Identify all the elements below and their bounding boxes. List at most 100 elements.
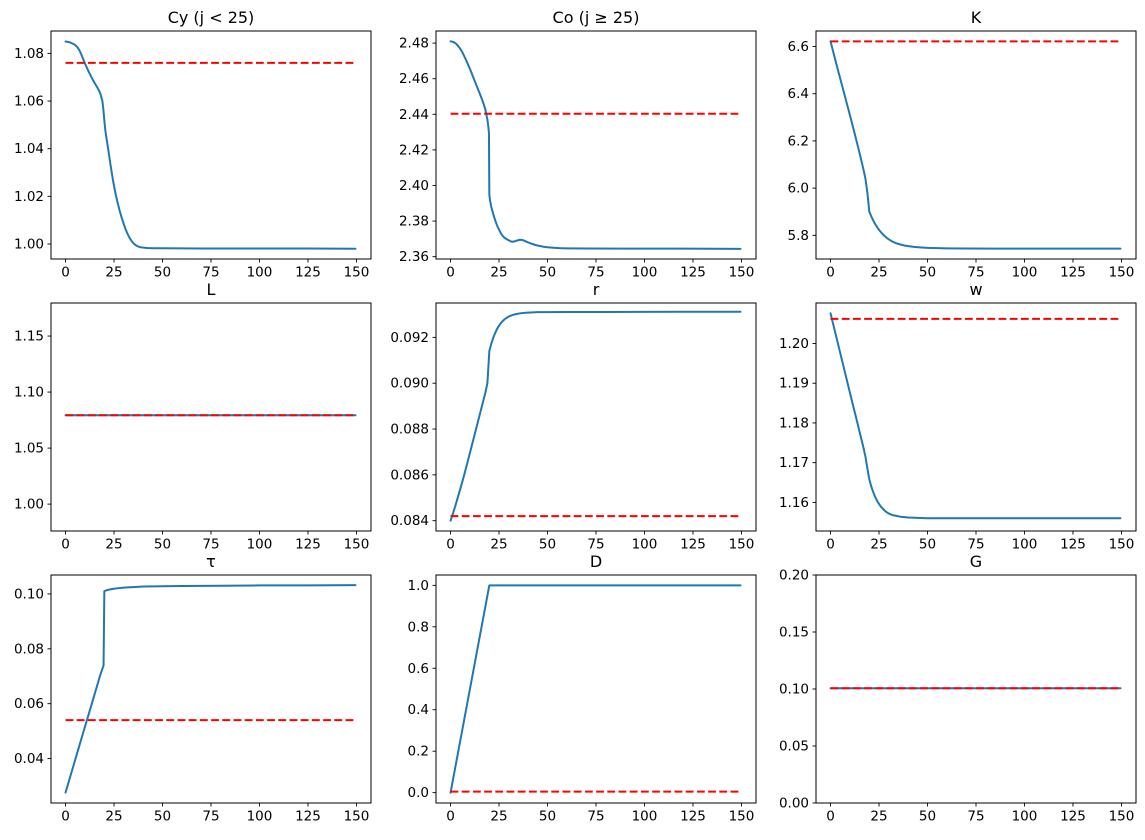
x-tick-label: 125 [295, 265, 321, 281]
y-tick-label: 0.04 [14, 751, 44, 767]
y-tick-label: 1.20 [779, 336, 809, 352]
x-tick-label: 75 [587, 537, 604, 553]
y-tick-label: 0.06 [14, 696, 44, 712]
x-tick-label: 25 [490, 265, 507, 281]
y-tick-label: 0.084 [390, 513, 429, 529]
subplot-title-l: L [207, 280, 216, 299]
y-tick-label: 1.05 [14, 441, 44, 457]
y-tick-label: 0.4 [408, 702, 429, 718]
y-tick-label: 1.17 [779, 455, 809, 471]
x-tick-label: 25 [870, 265, 887, 281]
x-tick-label: 100 [1012, 265, 1038, 281]
x-tick-label: 125 [295, 809, 321, 825]
y-tick-label: 0.08 [14, 641, 44, 657]
subplot-k: K 0 25 50 75 100 125 150 5.8 6.0 6.2 6.4 6.6 [788, 8, 1137, 281]
y-tick-label: 1.02 [14, 189, 44, 205]
subplot-title-co: Co (j ≥ 25) [553, 8, 640, 27]
subplot-title-d: D [590, 552, 602, 571]
y-tick-label: 1.0 [408, 578, 429, 594]
y-tick-label: 1.00 [14, 236, 44, 252]
x-tick-label: 100 [632, 809, 658, 825]
transition-path-line [64, 584, 357, 794]
x-tick-label: 150 [729, 265, 755, 281]
y-tick-label: 0.00 [779, 796, 809, 812]
y-tick-label: 0.2 [408, 744, 429, 760]
y-tick-label: 0.10 [14, 586, 44, 602]
x-tick-label: 0 [826, 809, 835, 825]
y-tick-label: 0.088 [390, 422, 429, 438]
x-tick-label: 0 [826, 537, 835, 553]
x-tick-label: 0 [446, 809, 455, 825]
y-tick-label: 1.06 [14, 94, 44, 110]
axes-spines [50, 30, 372, 260]
x-tick-label: 50 [539, 265, 556, 281]
y-tick-label: 6.2 [788, 133, 809, 149]
x-tick-label: 125 [1060, 265, 1086, 281]
transition-path-line [449, 584, 742, 794]
x-tick-label: 75 [587, 265, 604, 281]
subplot-title-g: G [970, 552, 982, 571]
x-tick-label: 125 [680, 265, 706, 281]
subplot-title-r: r [593, 280, 600, 299]
x-tick-label: 150 [344, 537, 370, 553]
x-tick-label: 100 [1012, 537, 1038, 553]
y-tick-label: 6.4 [788, 86, 809, 102]
y-tick-label: 2.36 [399, 249, 429, 265]
x-tick-label: 0 [826, 265, 835, 281]
x-tick-label: 50 [154, 537, 171, 553]
x-tick-label: 75 [202, 265, 219, 281]
subplot-tau: τ 0 25 50 75 100 125 150 0.04 0.06 0.08 0.10 [14, 552, 372, 825]
x-tick-label: 75 [967, 537, 984, 553]
y-tick-label: 2.42 [399, 142, 429, 158]
y-tick-label: 1.15 [14, 329, 44, 345]
y-tick-label: 1.08 [14, 46, 44, 62]
x-tick-label: 100 [247, 265, 273, 281]
x-tick-label: 50 [919, 265, 936, 281]
y-tick-label: 0.6 [408, 661, 429, 677]
x-tick-label: 75 [202, 809, 219, 825]
x-tick-label: 125 [680, 809, 706, 825]
y-tick-label: 6.0 [788, 181, 809, 197]
x-tick-label: 0 [61, 537, 70, 553]
subplot-cy: Cy (j < 25) 0 25 50 75 100 125 150 1.00 1.02 1.04 1… [14, 8, 372, 281]
x-tick-label: 50 [919, 809, 936, 825]
x-tick-label: 25 [870, 809, 887, 825]
subplot-g: G 0 25 50 75 100 125 150 0.00 0.05 0.10 0.15 0.20 [779, 552, 1137, 825]
y-tick-label: 0.8 [408, 619, 429, 635]
x-tick-label: 75 [587, 809, 604, 825]
y-tick-label: 1.00 [14, 497, 44, 513]
transition-path-line [449, 310, 742, 522]
y-tick-label: 0.0 [408, 785, 429, 801]
y-tick-label: 2.46 [399, 71, 429, 87]
x-tick-label: 25 [490, 809, 507, 825]
x-tick-label: 125 [1060, 537, 1086, 553]
x-tick-label: 150 [344, 809, 370, 825]
axes-spines [815, 574, 1137, 804]
y-tick-label: 0.15 [779, 625, 809, 641]
y-tick-label: 0.20 [779, 568, 809, 584]
axes-spines [435, 574, 757, 804]
x-tick-label: 50 [154, 265, 171, 281]
subplot-title-cy: Cy (j < 25) [168, 8, 255, 27]
transition-path-line [829, 40, 1122, 250]
x-tick-label: 25 [105, 537, 122, 553]
y-tick-label: 2.40 [399, 178, 429, 194]
subplot-r: r 0 25 50 75 100 125 150 0.084 0.086 0.088 0.090 0.0… [390, 280, 757, 553]
x-tick-label: 25 [870, 537, 887, 553]
x-tick-label: 150 [1109, 537, 1135, 553]
x-tick-label: 150 [729, 537, 755, 553]
x-tick-label: 100 [247, 537, 273, 553]
subplot-co: Co (j ≥ 25) 0 25 50 75 100 125 150 2.36 2.38 2.40 2… [399, 8, 757, 281]
x-tick-label: 50 [539, 809, 556, 825]
y-tick-label: 0.090 [390, 376, 429, 392]
y-tick-label: 5.8 [788, 228, 809, 244]
x-tick-label: 150 [1109, 265, 1135, 281]
transition-path-line [64, 40, 357, 250]
x-tick-label: 150 [729, 809, 755, 825]
x-tick-label: 150 [1109, 809, 1135, 825]
x-tick-label: 125 [1060, 809, 1086, 825]
x-tick-label: 0 [61, 809, 70, 825]
y-tick-label: 2.38 [399, 214, 429, 230]
subplot-title-k: K [971, 8, 982, 27]
